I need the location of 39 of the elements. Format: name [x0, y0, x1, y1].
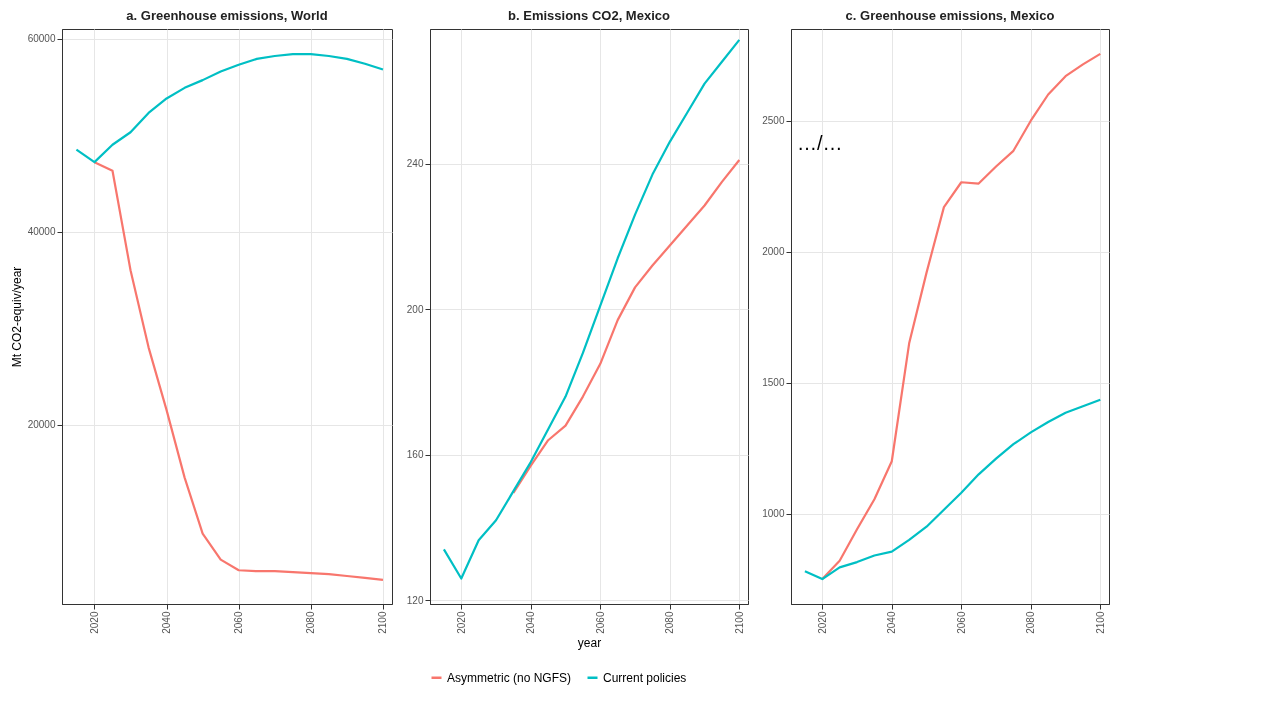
x-tick-label: 2020: [816, 611, 828, 634]
line-series: [75, 52, 385, 164]
x-tick-label: 2080: [664, 611, 676, 634]
x-tick-label: 2080: [305, 611, 317, 634]
x-tick-label: 2060: [594, 611, 606, 634]
x-tick-label: 2040: [886, 611, 898, 634]
chart-title: b. Emissions CO2, Mexico: [508, 8, 670, 23]
x-tick-label: 2020: [88, 611, 100, 634]
legend-label: Current policies: [603, 670, 687, 685]
y-tick-label: 1000: [762, 508, 785, 520]
y-tick-label: 1500: [762, 377, 785, 389]
y-tick-label: 2000: [762, 246, 785, 258]
y-tick-label: 20000: [27, 419, 56, 431]
legend-label: Asymmetric (no NGFS): [447, 670, 572, 685]
y-tick-label: 200: [406, 303, 424, 315]
y-tick-label: 40000: [27, 226, 56, 238]
line-series: [803, 398, 1102, 581]
line-series: [93, 161, 385, 581]
chart-title: a. Greenhouse emissions, World: [126, 8, 328, 23]
line-series: [442, 38, 741, 580]
y-tick-label: 120: [406, 594, 424, 606]
x-tick-label: 2060: [233, 611, 245, 634]
x-tick-label: 2100: [733, 611, 745, 634]
annotation: …/…: [797, 132, 843, 154]
x-tick-label: 2100: [377, 611, 389, 634]
x-tick-label: 2100: [1094, 611, 1106, 634]
x-tick-label: 2040: [525, 611, 537, 634]
y-tick-label: 240: [406, 158, 424, 170]
y-tick-label: 60000: [27, 33, 56, 45]
y-axis-title: Mt CO2-equiv/year: [9, 266, 24, 368]
x-axis-title: year: [577, 635, 602, 650]
y-tick-label: 160: [406, 449, 424, 461]
chart-title: c. Greenhouse emissions, Mexico: [845, 8, 1055, 23]
line-series: [512, 158, 741, 495]
x-tick-label: 2040: [161, 611, 173, 634]
x-tick-label: 2020: [455, 611, 467, 634]
x-tick-label: 2060: [955, 611, 967, 634]
x-tick-label: 2080: [1025, 611, 1037, 634]
y-tick-label: 2500: [762, 115, 785, 127]
